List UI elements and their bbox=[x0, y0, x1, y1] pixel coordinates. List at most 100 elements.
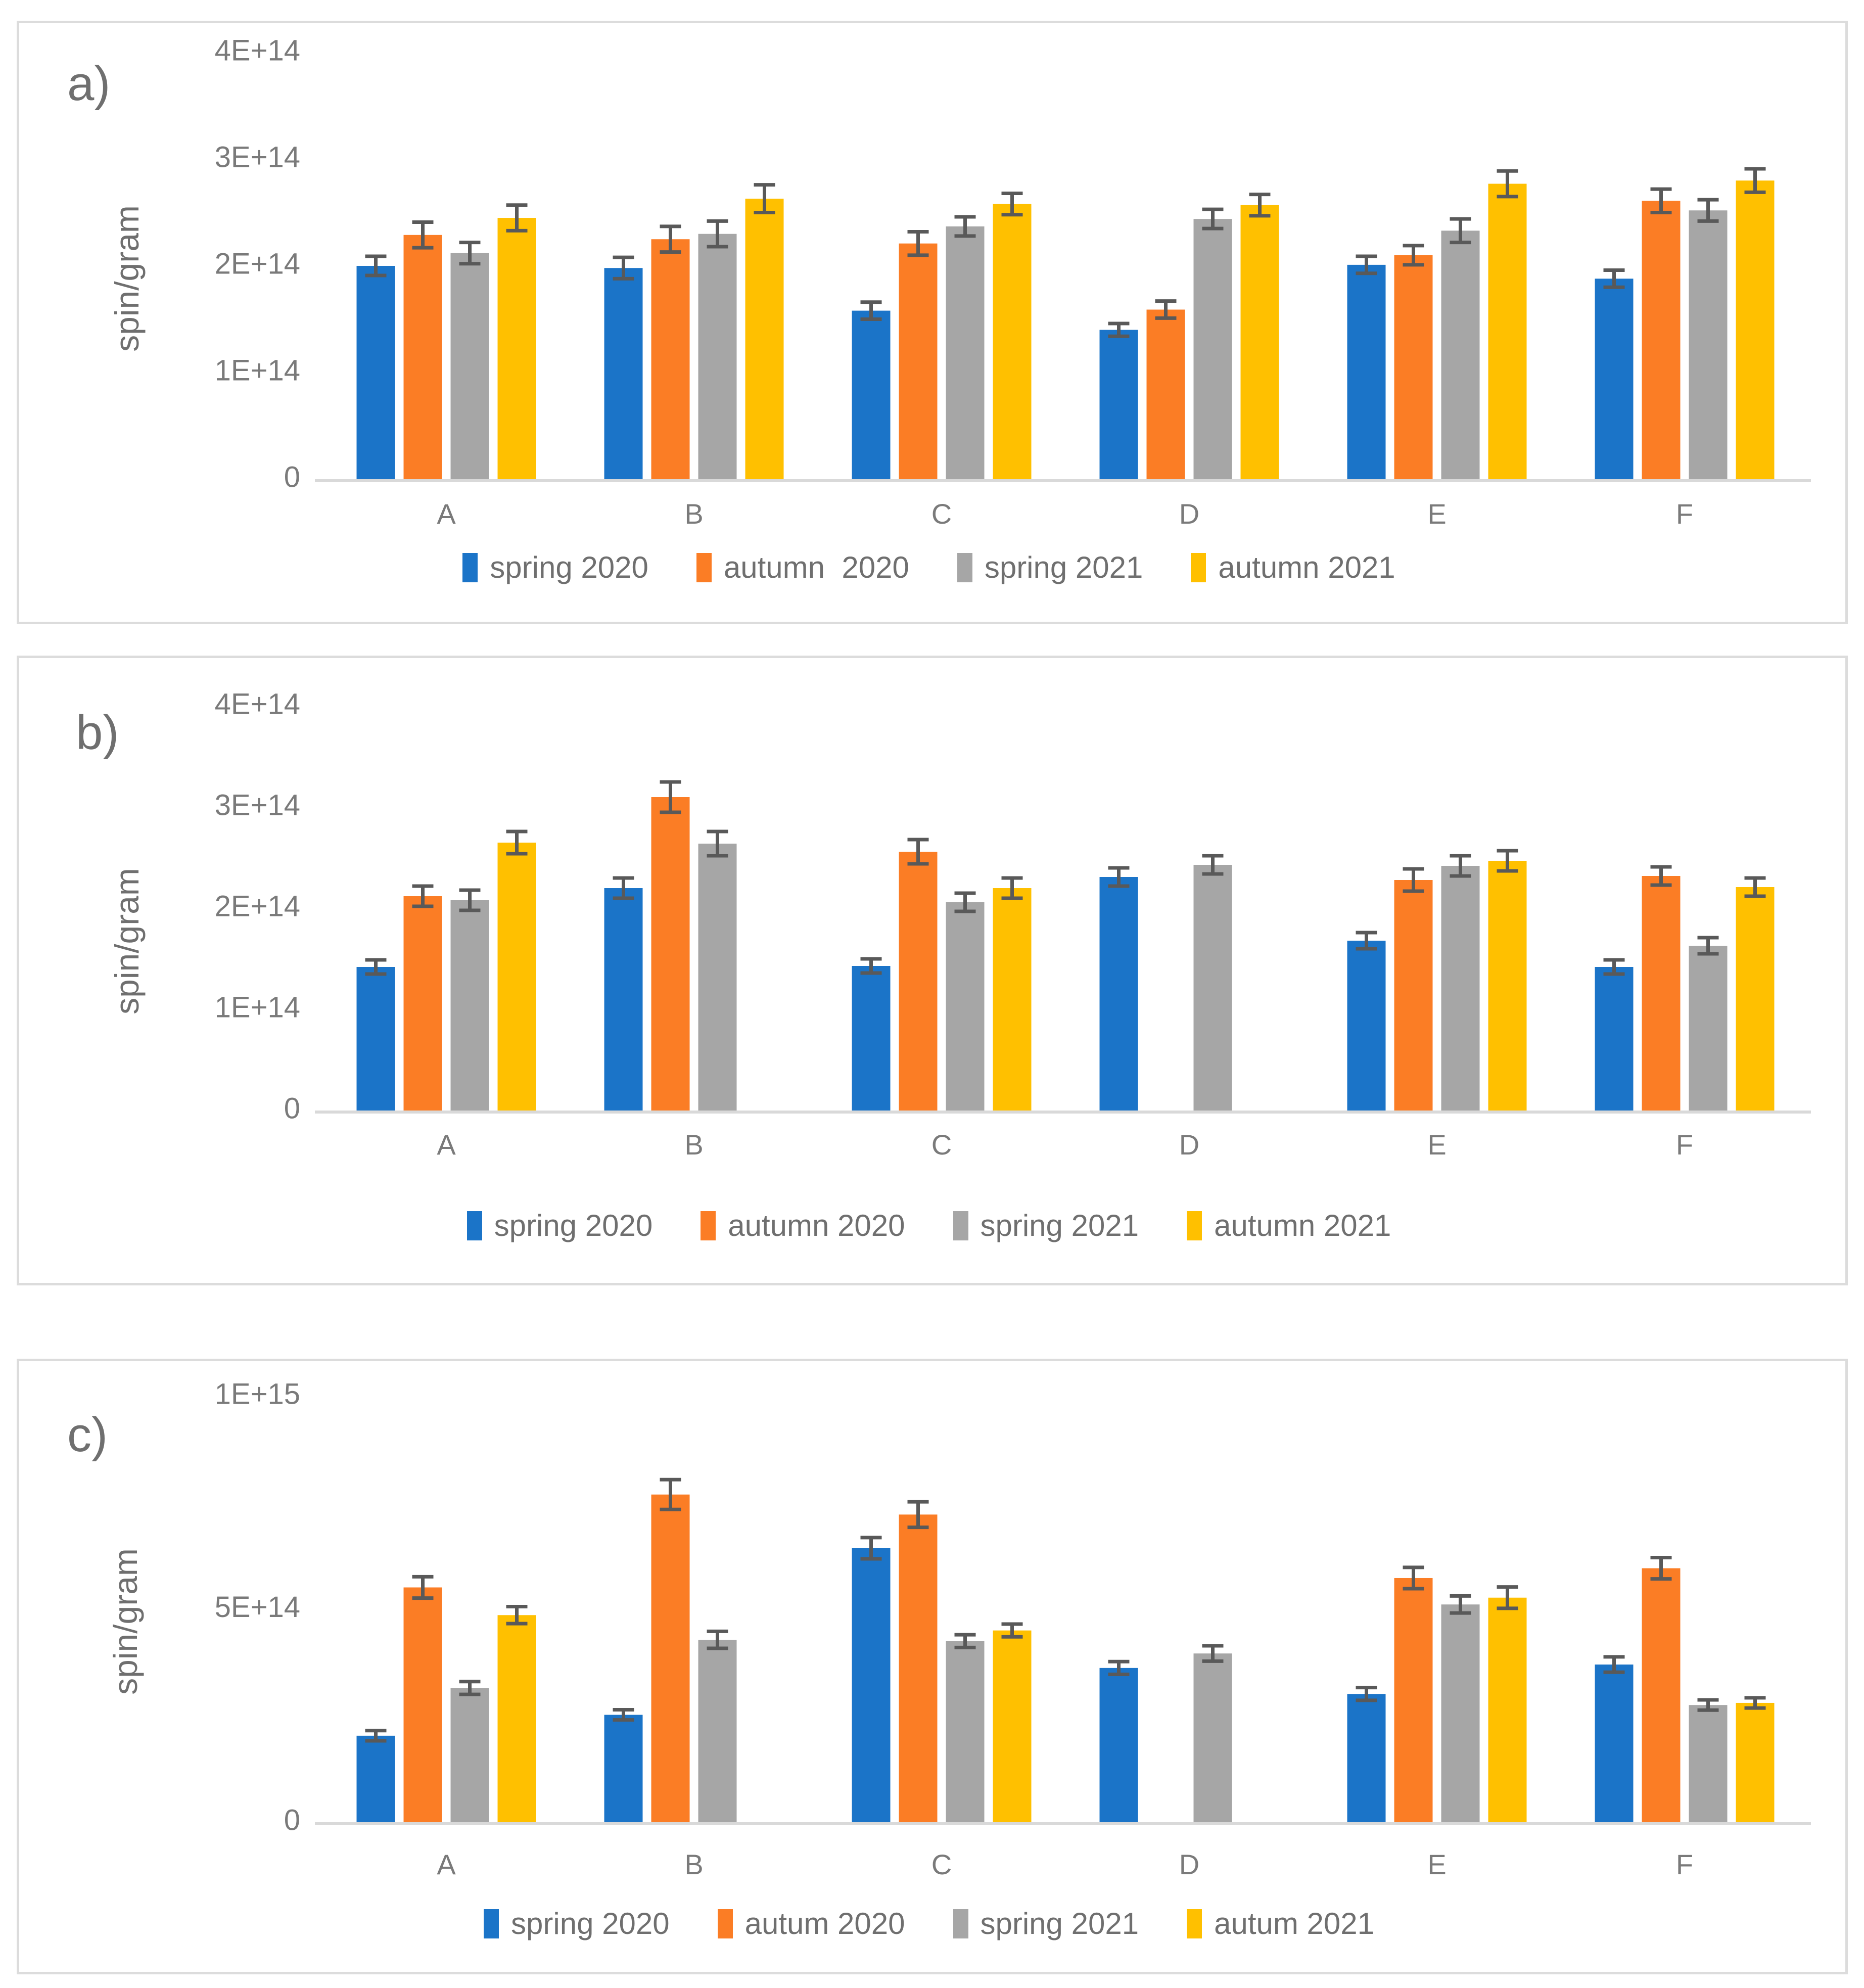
error-bar bbox=[860, 300, 882, 321]
bar-F-spring-2021 bbox=[1689, 946, 1728, 1111]
y-tick-label: 3E+14 bbox=[215, 141, 300, 173]
x-axis-line bbox=[315, 1822, 1811, 1825]
bar-chart-a: 4E+14 3E+14 2E+14 1E+14 0 A B C D E F bbox=[215, 34, 1811, 530]
panel-label-b: b) bbox=[76, 706, 119, 760]
bar-E-autumn-2021 bbox=[1488, 861, 1527, 1111]
bar-E-autum-2020 bbox=[1394, 1578, 1433, 1822]
legend-label: spring 2020 bbox=[494, 1209, 653, 1242]
error-bar bbox=[660, 780, 681, 814]
bar-F-autumn-2020 bbox=[1642, 201, 1681, 479]
bar-C-autum-2021 bbox=[993, 1630, 1032, 1822]
legend: spring 2020 autumn 2020 spring 2021 autumn … bbox=[110, 1208, 1748, 1243]
legend-item-autumn-2020: autumn 2020 bbox=[701, 1208, 905, 1243]
bar-B-spring-2020 bbox=[604, 1715, 643, 1822]
bar-D-spring-2021 bbox=[1193, 865, 1232, 1111]
legend-item-spring-2021: spring 2021 bbox=[957, 550, 1143, 585]
bar-A-autumn-2020 bbox=[403, 896, 442, 1111]
bar-C-spring-2021 bbox=[946, 902, 985, 1111]
x-category-label: F bbox=[1676, 498, 1693, 530]
error-bar bbox=[860, 1536, 882, 1561]
bar-F-spring-2021 bbox=[1689, 1705, 1728, 1822]
bar-D-autumn-2020 bbox=[1146, 309, 1185, 479]
legend-item-autumn-2021: autumn 2021 bbox=[1191, 550, 1395, 585]
bar-D-spring-2020 bbox=[1099, 877, 1138, 1111]
legend-label: autumn 2021 bbox=[1214, 1209, 1391, 1242]
bar-C-autumn-2021 bbox=[993, 888, 1032, 1111]
panel-c: c) spin/gram 1E+15 5E+14 0 A B C D E F spring 20… bbox=[17, 1359, 1848, 1974]
error-bar bbox=[1001, 192, 1023, 217]
bar-F-autum-2020 bbox=[1642, 1568, 1681, 1822]
error-bar bbox=[1155, 299, 1177, 320]
y-tick-label: 2E+14 bbox=[215, 890, 300, 922]
legend-label: spring 2020 bbox=[490, 550, 648, 584]
bar-B-spring-2021 bbox=[698, 234, 737, 479]
x-category-label: C bbox=[931, 1129, 952, 1161]
x-category-label: A bbox=[437, 1848, 456, 1880]
error-bar bbox=[1497, 169, 1518, 199]
bar-F-autumn-2021 bbox=[1736, 180, 1775, 479]
bar-C-spring-2021 bbox=[946, 226, 985, 479]
bar-F-autumn-2021 bbox=[1736, 887, 1775, 1111]
bar-F-spring-2020 bbox=[1595, 1665, 1634, 1822]
x-category-label: B bbox=[684, 498, 703, 530]
bar-F-spring-2020 bbox=[1595, 279, 1634, 479]
x-category-label: E bbox=[1427, 498, 1446, 530]
legend-swatch bbox=[953, 1211, 968, 1240]
bar-chart-b: 4E+14 3E+14 2E+14 1E+14 0 A B C D E F bbox=[215, 687, 1811, 1161]
panel-label-a: a) bbox=[67, 57, 111, 111]
bar-A-spring-2021 bbox=[450, 253, 489, 479]
bar-B-autumn-2020 bbox=[651, 239, 690, 479]
legend: spring 2020 autumn 2020 spring 2021 autumn … bbox=[110, 550, 1748, 585]
bar-C-spring-2020 bbox=[852, 1548, 891, 1822]
legend-swatch bbox=[484, 1909, 499, 1938]
error-bar bbox=[954, 1633, 976, 1649]
bar-F-autum-2021 bbox=[1736, 1702, 1775, 1822]
bar-A-spring-2020 bbox=[356, 1735, 395, 1822]
bar-F-spring-2021 bbox=[1689, 210, 1728, 479]
error-bar bbox=[1108, 321, 1130, 338]
x-axis-line bbox=[315, 479, 1811, 482]
error-bar bbox=[907, 1500, 929, 1530]
x-category-label: B bbox=[684, 1848, 703, 1880]
x-category-label: E bbox=[1427, 1848, 1446, 1880]
error-bar bbox=[459, 1680, 481, 1696]
error-bar bbox=[412, 1575, 434, 1600]
error-bar bbox=[754, 183, 775, 214]
bar-C-autumn-2020 bbox=[899, 243, 938, 479]
x-category-label: B bbox=[684, 1129, 703, 1161]
error-bar bbox=[613, 255, 634, 281]
y-tick-label: 2E+14 bbox=[215, 247, 300, 280]
bar-E-spring-2020 bbox=[1347, 264, 1386, 479]
error-bar bbox=[707, 219, 728, 249]
legend-swatch bbox=[696, 552, 712, 582]
legend-item-autum-2020: autum 2020 bbox=[717, 1906, 905, 1941]
error-bar bbox=[1249, 193, 1271, 218]
x-category-label: D bbox=[1179, 1129, 1199, 1161]
error-bar bbox=[1108, 866, 1130, 888]
legend-item-autumn-2021: autumn 2021 bbox=[1187, 1208, 1391, 1243]
error-bar bbox=[1744, 1696, 1766, 1710]
error-bar bbox=[613, 1707, 634, 1722]
error-bar bbox=[907, 229, 929, 257]
legend-item-spring-2021: spring 2021 bbox=[953, 1208, 1139, 1243]
bar-chart-c: 1E+15 5E+14 0 A B C D E F bbox=[215, 1377, 1811, 1880]
error-bar bbox=[1650, 1555, 1672, 1581]
error-bar bbox=[1356, 1686, 1377, 1702]
bar-A-autum-2020 bbox=[403, 1587, 442, 1822]
legend-label: spring 2021 bbox=[980, 1907, 1139, 1940]
error-bar bbox=[954, 215, 976, 238]
legend-label: spring 2021 bbox=[984, 550, 1143, 584]
legend-label: autumn 2020 bbox=[728, 1209, 905, 1242]
x-category-label: F bbox=[1676, 1129, 1693, 1161]
bar-E-autum-2021 bbox=[1488, 1597, 1527, 1822]
x-category-label: A bbox=[437, 498, 456, 530]
bar-F-autumn-2020 bbox=[1642, 876, 1681, 1111]
bar-C-spring-2020 bbox=[852, 310, 891, 479]
legend-label: autumn 2020 bbox=[723, 550, 909, 584]
panel-label-c: c) bbox=[67, 1408, 108, 1462]
error-bar bbox=[1403, 244, 1424, 267]
error-bar bbox=[506, 829, 528, 856]
bar-A-autum-2021 bbox=[497, 1615, 536, 1822]
error-bar bbox=[506, 1604, 528, 1626]
legend-label: autumn 2021 bbox=[1218, 550, 1395, 584]
